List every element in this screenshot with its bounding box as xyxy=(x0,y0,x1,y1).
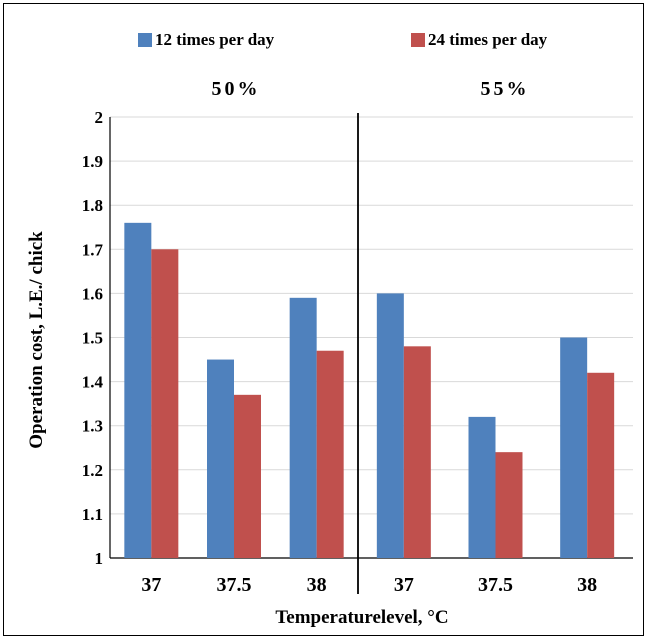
y-tick-label: 1.6 xyxy=(82,284,103,303)
x-axis-title: Temperaturelevel, °C xyxy=(275,607,448,628)
x-tick-label: 38 xyxy=(577,574,597,596)
legend-swatch-blue xyxy=(138,33,152,47)
y-tick-label: 1 xyxy=(95,549,104,568)
bar xyxy=(495,452,523,558)
legend-item-24-times: 24 times per day xyxy=(411,30,547,50)
y-tick-label: 1.9 xyxy=(82,152,103,171)
bar xyxy=(468,416,496,558)
y-tick-label: 2 xyxy=(95,108,104,127)
bar xyxy=(151,249,179,559)
x-tick-label: 37 xyxy=(141,574,161,596)
legend-swatch-red xyxy=(411,33,425,47)
bar xyxy=(316,350,344,558)
y-tick-label: 1.2 xyxy=(82,461,103,480)
x-tick-label: 38 xyxy=(307,574,327,596)
x-tick-label: 37 xyxy=(394,574,414,596)
y-tick-label: 1.4 xyxy=(82,373,104,392)
y-tick-label: 1.7 xyxy=(82,240,104,259)
bar xyxy=(376,293,404,558)
legend-label: 12 times per day xyxy=(155,30,275,49)
legend: 12 times per day 24 times per day xyxy=(0,30,649,54)
bar xyxy=(207,359,234,558)
legend-item-12-times: 12 times per day xyxy=(138,30,274,50)
y-axis-title: Operation cost, L.E./ chick xyxy=(26,231,47,449)
bar xyxy=(234,394,261,558)
y-tick-label: 1.3 xyxy=(82,417,103,436)
bar xyxy=(289,297,317,558)
bar xyxy=(560,337,588,558)
y-tick-label: 1.8 xyxy=(82,196,103,215)
panel-title: 55% xyxy=(481,78,530,100)
bar xyxy=(587,372,615,558)
y-tick-label: 1.1 xyxy=(82,505,103,524)
panel-title: 50% xyxy=(212,78,261,100)
x-tick-label: 37.5 xyxy=(478,574,513,596)
y-tick-label: 1.5 xyxy=(82,329,103,348)
bar xyxy=(124,222,152,558)
bar xyxy=(403,346,431,558)
legend-label: 24 times per day xyxy=(428,30,548,49)
x-tick-label: 37.5 xyxy=(217,574,252,596)
